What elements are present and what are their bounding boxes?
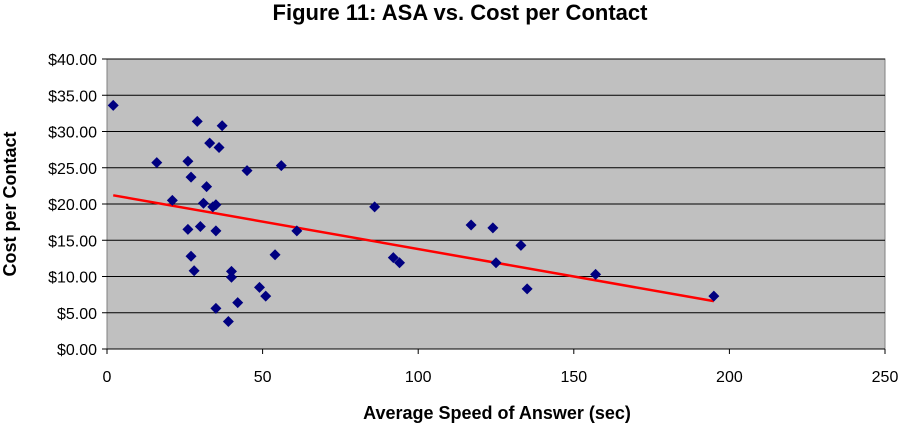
data-point (387, 252, 399, 264)
chart-title: Figure 11: ASA vs. Cost per Contact (273, 0, 649, 25)
data-point (465, 219, 477, 231)
data-point (515, 239, 527, 251)
x-axis-ticks: 0 50 100 150 200 250 (103, 348, 899, 386)
data-point (225, 265, 237, 277)
data-point (107, 99, 119, 111)
data-point (590, 268, 602, 280)
y-tick-label: $20.00 (48, 197, 97, 214)
data-point (269, 249, 281, 261)
data-point (210, 199, 222, 211)
data-point (151, 157, 163, 169)
y-axis-ticks: $0.00 $5.00 $10.00 $15.00 $20.00 $25.00 $30.00… (48, 52, 107, 359)
trendline (113, 194, 715, 303)
x-tick-label: 100 (405, 369, 432, 386)
y-tick-label: $15.00 (48, 233, 97, 250)
data-point (490, 257, 502, 269)
data-point (194, 220, 206, 232)
data-point (185, 171, 197, 183)
data-point (275, 160, 287, 172)
x-axis-label: Average Speed of Answer (sec) (363, 403, 631, 423)
y-tick-label: $10.00 (48, 270, 97, 287)
data-points (107, 99, 720, 327)
x-tick-label: 50 (254, 369, 272, 386)
data-point (225, 271, 237, 283)
y-tick-label: $0.00 (57, 342, 97, 359)
data-point (260, 290, 272, 302)
x-tick-label: 250 (872, 369, 899, 386)
data-point (185, 250, 197, 262)
data-point (487, 222, 499, 234)
y-axis-label: Cost per Contact (0, 131, 20, 276)
data-point (241, 165, 253, 177)
data-point (394, 257, 406, 269)
x-tick-label: 200 (716, 369, 743, 386)
data-point (216, 120, 228, 132)
data-point (521, 283, 533, 295)
y-tick-label: $30.00 (48, 125, 97, 142)
data-point (188, 265, 200, 277)
data-point (201, 181, 213, 193)
y-tick-label: $25.00 (48, 161, 97, 178)
data-point (708, 290, 720, 302)
y-tick-label: $5.00 (57, 306, 97, 323)
data-point (166, 194, 178, 206)
data-point (191, 115, 203, 127)
gridlines (107, 58, 885, 314)
data-point (213, 141, 225, 153)
data-point (222, 315, 234, 327)
x-tick-label: 0 (103, 369, 112, 386)
x-tick-label: 150 (560, 369, 587, 386)
data-point (182, 155, 194, 167)
data-point (204, 137, 216, 149)
data-point (232, 297, 244, 309)
data-point (182, 223, 194, 235)
trendline-segment (113, 194, 715, 303)
data-point (197, 197, 209, 209)
data-point (210, 225, 222, 237)
data-point (291, 225, 303, 237)
y-tick-label: $40.00 (48, 52, 97, 69)
data-point (210, 302, 222, 314)
data-point (369, 201, 381, 213)
y-tick-label: $35.00 (48, 88, 97, 105)
data-point (253, 281, 265, 293)
